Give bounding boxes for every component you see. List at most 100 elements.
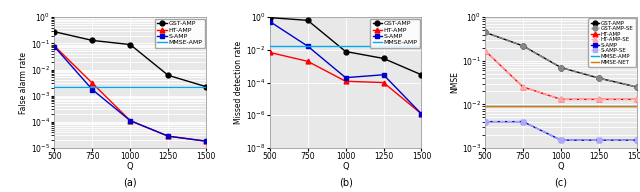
Legend: GST-AMP, HT-AMP, S-AMP, MMSE-AMP: GST-AMP, HT-AMP, S-AMP, MMSE-AMP [155, 19, 205, 48]
Line: S-AMP: S-AMP [483, 119, 639, 143]
S-AMP [417, 113, 425, 115]
S-AMP-SE [633, 139, 640, 141]
MMSE-AMP [304, 45, 312, 47]
Line: GST-AMP: GST-AMP [268, 15, 424, 77]
MMSE-NET [557, 105, 565, 108]
MMSE-AMP [266, 45, 274, 47]
MMSE-NET [595, 105, 603, 108]
Legend: GST-AMP, HT-AMP, S-AMP, MMSE-AMP: GST-AMP, HT-AMP, S-AMP, MMSE-AMP [370, 19, 420, 48]
HT-AMP [164, 135, 172, 137]
MMSE-AMP [481, 105, 489, 108]
MMSE-AMP [342, 45, 349, 47]
MMSE-AMP [126, 85, 134, 88]
GST-AMP [595, 77, 603, 79]
S-AMP [519, 121, 527, 123]
S-AMP [202, 140, 210, 142]
Line: GST-AMP: GST-AMP [52, 29, 209, 89]
S-AMP [88, 89, 96, 91]
MMSE-AMP [51, 85, 58, 88]
GST-AMP-SE [481, 31, 489, 34]
S-AMP [164, 135, 172, 137]
HT-AMP [633, 98, 640, 101]
GST-AMP [202, 85, 210, 88]
HT-AMP [126, 119, 134, 122]
Line: HT-AMP: HT-AMP [268, 50, 424, 116]
HT-AMP [481, 50, 489, 52]
S-AMP [380, 74, 387, 76]
HT-AMP [304, 60, 312, 62]
HT-AMP [557, 98, 565, 101]
MMSE-AMP [164, 85, 172, 88]
HT-AMP [595, 98, 603, 101]
Line: GST-AMP: GST-AMP [483, 30, 639, 89]
Y-axis label: Missed detection rate: Missed detection rate [234, 41, 243, 124]
GST-AMP [88, 39, 96, 42]
HT-AMP [519, 86, 527, 88]
X-axis label: Q: Q [557, 162, 564, 171]
Line: GST-AMP-SE: GST-AMP-SE [483, 30, 639, 89]
S-AMP-SE [557, 139, 565, 141]
S-AMP [633, 139, 640, 141]
S-AMP [595, 139, 603, 141]
MMSE-AMP [380, 45, 387, 47]
HT-AMP [202, 140, 210, 142]
S-AMP [266, 20, 274, 23]
Legend: GST-AMP, GST-AMP-SE, HT-AMP, HT-AMP-SE, S-AMP, S-AMP-SE, MMSE-AMP, MMSE-NET: GST-AMP, GST-AMP-SE, HT-AMP, HT-AMP-SE, … [589, 18, 636, 67]
S-AMP [342, 76, 349, 79]
MMSE-AMP [633, 105, 640, 108]
HT-AMP [380, 81, 387, 84]
Line: S-AMP: S-AMP [52, 44, 209, 144]
MMSE-AMP [417, 45, 425, 47]
GST-AMP [519, 45, 527, 47]
Line: HT-AMP: HT-AMP [52, 44, 209, 144]
HT-AMP-SE [595, 98, 603, 101]
GST-AMP [126, 43, 134, 46]
HT-AMP [88, 82, 96, 84]
HT-AMP-SE [481, 50, 489, 52]
Text: (a): (a) [124, 178, 137, 188]
GST-AMP [304, 19, 312, 22]
GST-AMP [557, 66, 565, 69]
MMSE-NET [633, 105, 640, 108]
GST-AMP-SE [557, 66, 565, 69]
S-AMP-SE [481, 121, 489, 123]
GST-AMP-SE [633, 86, 640, 88]
GST-AMP [380, 57, 387, 60]
Y-axis label: False alarm rate: False alarm rate [19, 52, 28, 113]
X-axis label: Q: Q [127, 162, 134, 171]
Line: S-AMP-SE: S-AMP-SE [483, 119, 639, 143]
HT-AMP [266, 51, 274, 54]
HT-AMP [51, 45, 58, 47]
GST-AMP [266, 17, 274, 19]
HT-AMP [342, 80, 349, 82]
Line: S-AMP: S-AMP [268, 19, 424, 116]
MMSE-AMP [557, 105, 565, 108]
S-AMP [51, 46, 58, 48]
S-AMP [304, 45, 312, 47]
GST-AMP [481, 31, 489, 34]
MMSE-NET [519, 105, 527, 108]
GST-AMP [633, 86, 640, 88]
X-axis label: Q: Q [342, 162, 349, 171]
MMSE-AMP [202, 85, 210, 88]
GST-AMP [342, 50, 349, 53]
MMSE-NET [481, 105, 489, 108]
MMSE-AMP [595, 105, 603, 108]
GST-AMP-SE [519, 45, 527, 47]
HT-AMP-SE [633, 98, 640, 101]
Text: (b): (b) [339, 178, 353, 188]
MMSE-AMP [519, 105, 527, 108]
GST-AMP-SE [595, 77, 603, 79]
S-AMP-SE [595, 139, 603, 141]
GST-AMP [51, 31, 58, 33]
HT-AMP [417, 113, 425, 115]
S-AMP [481, 121, 489, 123]
Text: (c): (c) [554, 178, 568, 188]
HT-AMP-SE [519, 86, 527, 88]
S-AMP-SE [519, 121, 527, 123]
GST-AMP [417, 74, 425, 76]
S-AMP [126, 119, 134, 122]
MMSE-AMP [88, 85, 96, 88]
GST-AMP [164, 74, 172, 76]
S-AMP [557, 139, 565, 141]
